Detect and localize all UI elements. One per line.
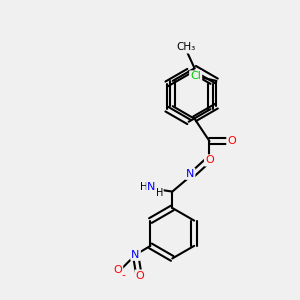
Text: H: H — [140, 182, 148, 192]
Text: O: O — [205, 155, 214, 165]
Text: O: O — [113, 265, 122, 275]
Text: N: N — [131, 250, 140, 260]
Text: N: N — [147, 182, 156, 192]
Text: CH₃: CH₃ — [176, 43, 195, 52]
Text: N: N — [186, 169, 194, 179]
Text: H: H — [156, 188, 163, 198]
Text: O: O — [227, 136, 236, 146]
Text: -: - — [122, 271, 126, 281]
Text: O: O — [136, 271, 144, 281]
Text: Cl: Cl — [190, 71, 201, 81]
